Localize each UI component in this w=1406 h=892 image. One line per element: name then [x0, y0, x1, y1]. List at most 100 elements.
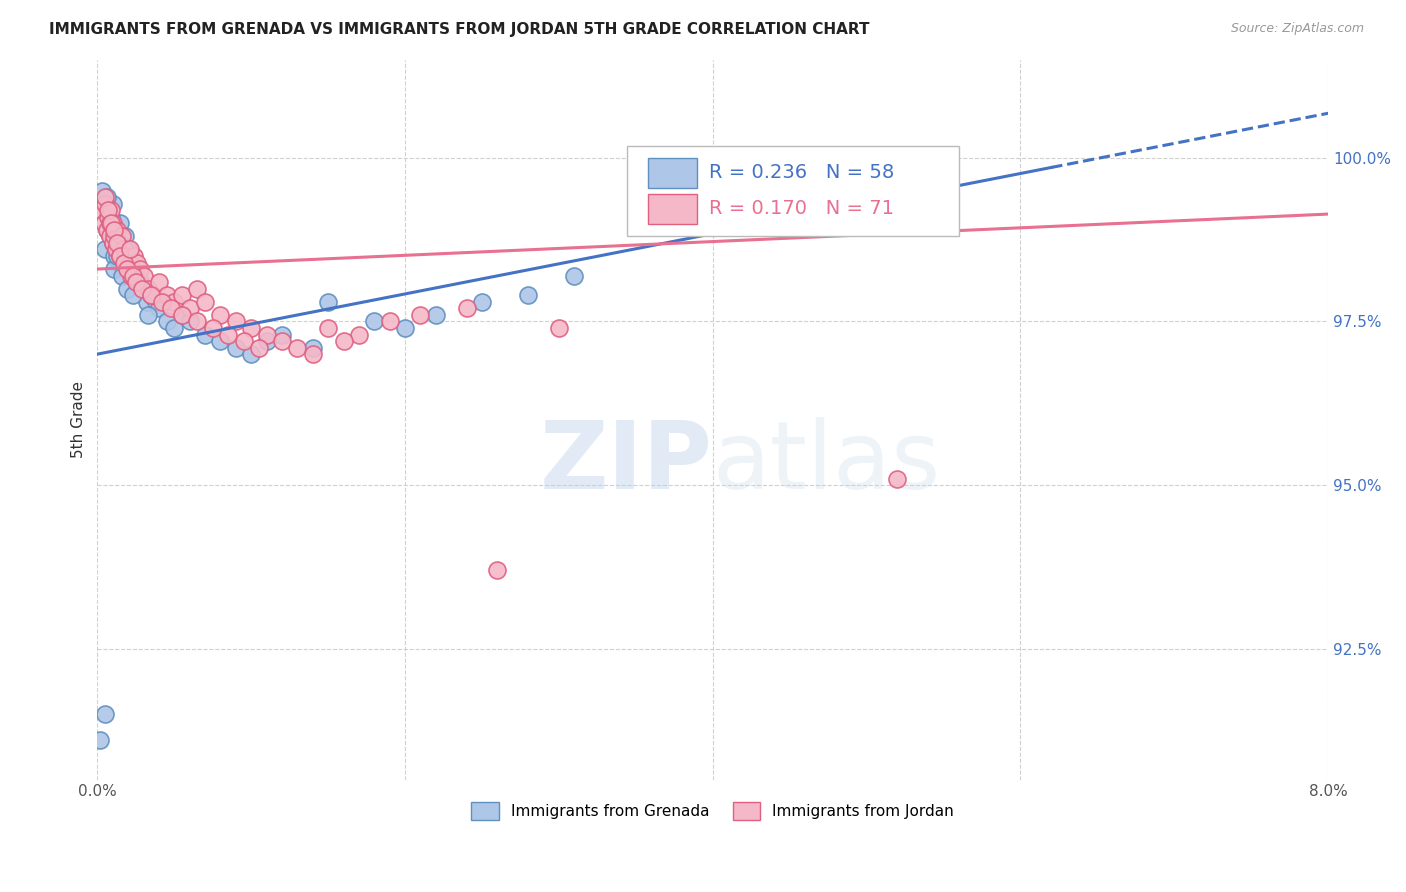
- Point: [160, 301, 183, 316]
- Point: [110, 235, 132, 250]
- Point: [118, 243, 141, 257]
- Point: [97, 210, 120, 224]
- Point: [347, 327, 370, 342]
- Point: [120, 255, 142, 269]
- Point: [96, 223, 118, 237]
- Point: [124, 249, 146, 263]
- Point: [155, 288, 177, 302]
- Point: [209, 334, 232, 348]
- Point: [117, 262, 139, 277]
- Point: [98, 216, 121, 230]
- Point: [240, 321, 263, 335]
- Point: [103, 249, 125, 263]
- Point: [332, 334, 354, 348]
- Point: [117, 243, 139, 257]
- Point: [94, 190, 117, 204]
- Text: IMMIGRANTS FROM GRENADA VS IMMIGRANTS FROM JORDAN 5TH GRADE CORRELATION CHART: IMMIGRANTS FROM GRENADA VS IMMIGRANTS FR…: [49, 22, 870, 37]
- Point: [112, 243, 135, 257]
- Point: [94, 707, 117, 722]
- Point: [96, 190, 118, 204]
- Point: [89, 203, 111, 218]
- Point: [136, 282, 159, 296]
- Text: ZIP: ZIP: [540, 417, 713, 508]
- Point: [240, 347, 263, 361]
- Point: [471, 294, 494, 309]
- Point: [105, 243, 128, 257]
- Point: [101, 216, 124, 230]
- Point: [111, 268, 134, 283]
- Point: [125, 275, 148, 289]
- Point: [225, 341, 247, 355]
- Point: [101, 223, 124, 237]
- Point: [111, 249, 134, 263]
- Point: [671, 203, 693, 218]
- Point: [110, 249, 132, 263]
- Point: [548, 321, 571, 335]
- Point: [517, 288, 540, 302]
- Legend: Immigrants from Grenada, Immigrants from Jordan: Immigrants from Grenada, Immigrants from…: [465, 796, 960, 826]
- Point: [114, 249, 136, 263]
- Point: [247, 341, 270, 355]
- Point: [186, 282, 208, 296]
- Point: [194, 327, 217, 342]
- Text: R = 0.170   N = 71: R = 0.170 N = 71: [709, 199, 894, 219]
- Point: [150, 294, 173, 309]
- Point: [486, 563, 509, 577]
- Text: atlas: atlas: [713, 417, 941, 508]
- FancyBboxPatch shape: [627, 146, 959, 236]
- Point: [425, 308, 447, 322]
- Point: [363, 314, 385, 328]
- Point: [456, 301, 478, 316]
- Point: [170, 308, 193, 322]
- Point: [232, 334, 254, 348]
- Point: [141, 288, 163, 302]
- Point: [886, 471, 908, 485]
- Point: [155, 314, 177, 328]
- Point: [163, 321, 186, 335]
- Point: [105, 235, 128, 250]
- Point: [115, 282, 138, 296]
- Point: [217, 327, 239, 342]
- Point: [111, 229, 134, 244]
- Point: [110, 216, 132, 230]
- Point: [145, 294, 167, 309]
- Point: [112, 255, 135, 269]
- Point: [115, 262, 138, 277]
- Point: [100, 216, 122, 230]
- Y-axis label: 5th Grade: 5th Grade: [72, 381, 86, 458]
- Point: [94, 243, 117, 257]
- Bar: [648, 194, 697, 224]
- Point: [101, 235, 124, 250]
- Point: [100, 210, 122, 224]
- Point: [117, 262, 139, 277]
- Point: [148, 301, 170, 316]
- Point: [103, 229, 125, 244]
- Point: [100, 203, 122, 218]
- Point: [163, 294, 186, 309]
- Point: [132, 268, 155, 283]
- Point: [101, 196, 124, 211]
- Point: [378, 314, 401, 328]
- Point: [101, 235, 124, 250]
- Point: [135, 294, 157, 309]
- Point: [179, 314, 201, 328]
- Point: [108, 235, 131, 250]
- Point: [98, 203, 121, 218]
- Point: [256, 334, 278, 348]
- Point: [142, 288, 165, 302]
- Point: [97, 210, 120, 224]
- Point: [136, 308, 159, 322]
- Point: [91, 184, 114, 198]
- Point: [125, 268, 148, 283]
- Bar: [648, 158, 697, 187]
- Point: [170, 308, 193, 322]
- Point: [129, 275, 152, 289]
- Point: [112, 243, 135, 257]
- Point: [562, 268, 585, 283]
- Point: [271, 334, 294, 348]
- Point: [96, 223, 118, 237]
- Point: [285, 341, 308, 355]
- Point: [114, 229, 136, 244]
- Point: [94, 196, 117, 211]
- Point: [316, 321, 339, 335]
